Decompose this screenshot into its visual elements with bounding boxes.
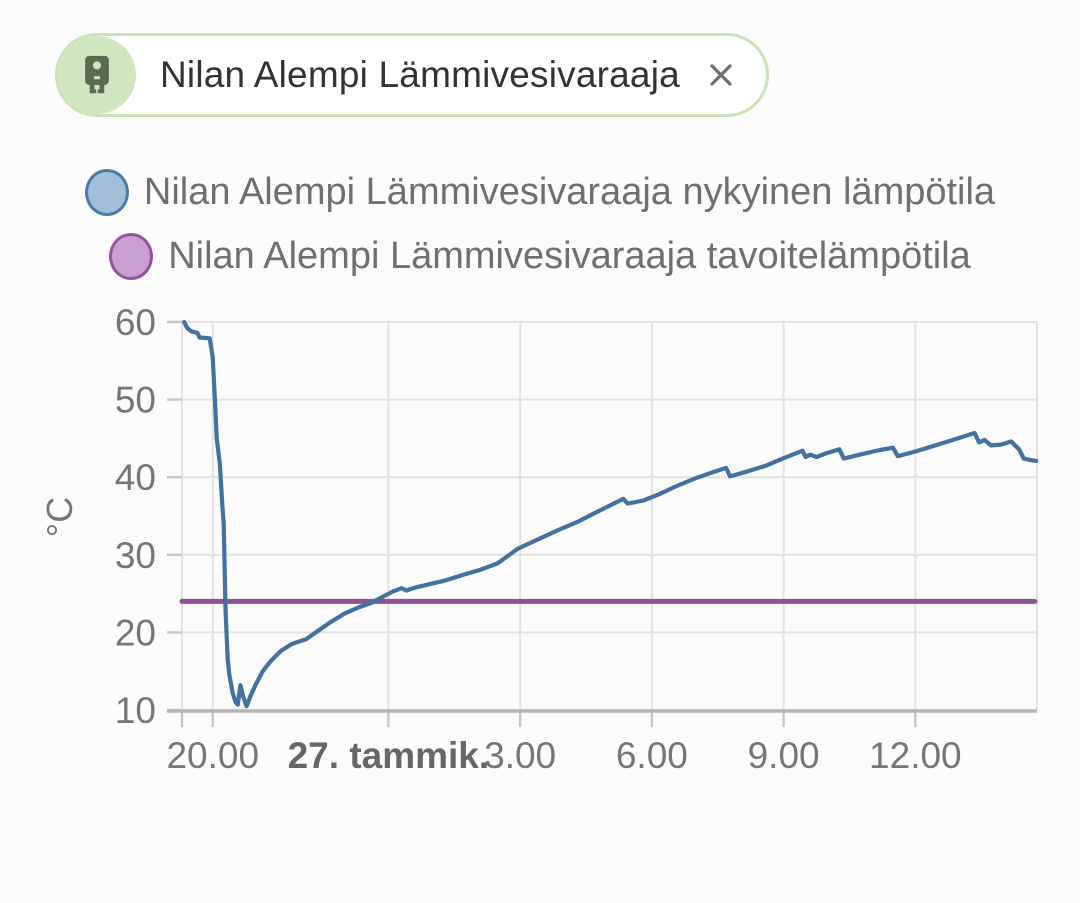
y-axis-label: 40 [115, 457, 156, 498]
x-axis-label: 20.00 [166, 735, 259, 776]
y-axis-label: 50 [115, 380, 156, 421]
water-boiler-glyph [85, 55, 109, 94]
series-line-current-temperature [182, 319, 1039, 709]
y-axis-label: 20 [115, 612, 156, 653]
x-axis-label: 12.00 [869, 735, 962, 776]
legend-marker-icon [109, 233, 154, 280]
x-axis-label: 27. tammik. [288, 735, 490, 776]
y-axis-label: 30 [115, 535, 156, 576]
y-axis-label: 60 [115, 302, 156, 343]
x-axis-label: 9.00 [748, 735, 820, 776]
chart-legend: Nilan Alempi Lämmivesivaraaja nykyinen l… [0, 169, 1080, 280]
legend-label: Nilan Alempi Lämmivesivaraaja tavoiteläm… [168, 235, 971, 277]
x-axis-label: 6.00 [616, 735, 688, 776]
entity-filter-chip[interactable]: Nilan Alempi Lämmivesivaraaja [55, 33, 769, 117]
close-icon[interactable] [702, 56, 740, 94]
temperature-history-chart[interactable]: 10 20 30 40 50 60 20.00 27. tammik.3.00 6.00 9.00… [0, 295, 1080, 825]
legend-item-0[interactable]: Nilan Alempi Lämmivesivaraaja nykyinen l… [84, 169, 996, 216]
entity-filter-label: Nilan Alempi Lämmivesivaraaja [160, 54, 680, 95]
x-axis-label: 3.00 [484, 735, 556, 776]
y-axis-name: °C [39, 497, 80, 537]
water-boiler-icon [58, 36, 136, 114]
close-icon-glyph [710, 64, 732, 86]
legend-item-1[interactable]: Nilan Alempi Lämmivesivaraaja tavoiteläm… [109, 233, 971, 280]
legend-label: Nilan Alempi Lämmivesivaraaja nykyinen l… [143, 171, 996, 213]
legend-marker-icon [84, 169, 129, 216]
y-axis-label: 10 [115, 690, 156, 731]
